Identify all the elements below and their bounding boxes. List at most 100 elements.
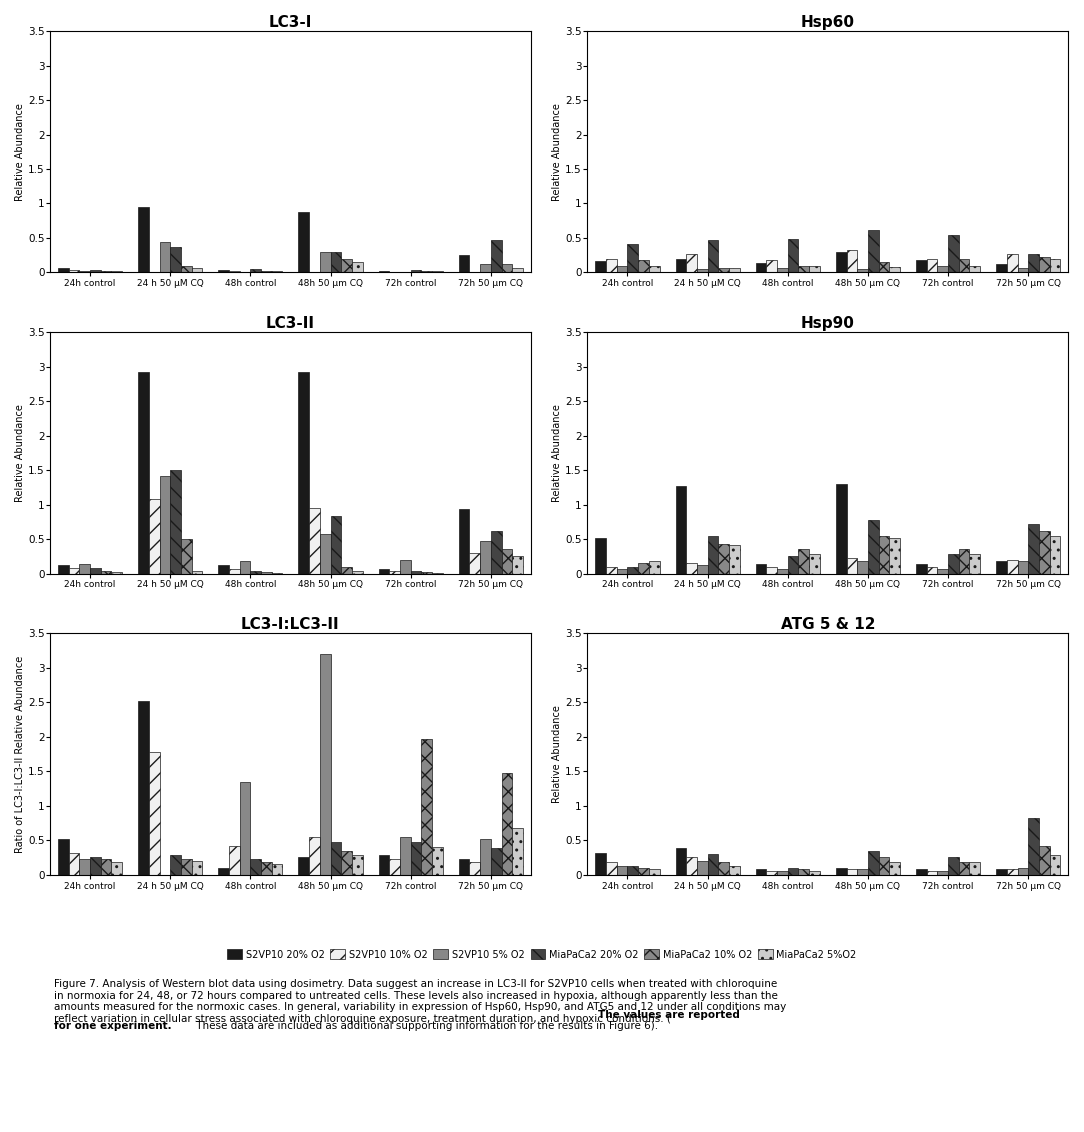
Bar bbox=[628, 245, 638, 273]
Bar bbox=[112, 572, 122, 574]
Bar bbox=[836, 868, 847, 875]
Bar bbox=[320, 654, 331, 875]
Bar bbox=[766, 260, 777, 273]
Bar bbox=[889, 538, 900, 574]
Bar bbox=[638, 868, 649, 875]
Bar bbox=[847, 250, 857, 273]
Bar bbox=[491, 531, 502, 574]
Bar bbox=[192, 572, 203, 574]
Bar bbox=[331, 251, 341, 273]
Bar bbox=[719, 543, 728, 574]
Bar bbox=[170, 856, 181, 875]
Bar bbox=[1007, 255, 1018, 273]
Bar bbox=[799, 266, 809, 273]
Bar bbox=[728, 267, 739, 273]
Text: for one experiment.: for one experiment. bbox=[54, 1021, 172, 1031]
Bar bbox=[938, 569, 948, 574]
Bar bbox=[1018, 561, 1029, 574]
Bar bbox=[799, 549, 809, 574]
Bar bbox=[469, 552, 480, 574]
Bar bbox=[298, 857, 309, 875]
Bar bbox=[809, 871, 820, 875]
Bar bbox=[57, 839, 68, 875]
Bar bbox=[958, 259, 969, 273]
Bar bbox=[1018, 267, 1029, 273]
Bar bbox=[389, 859, 400, 875]
Bar bbox=[948, 857, 958, 875]
Bar bbox=[638, 260, 649, 273]
Bar bbox=[352, 263, 362, 273]
Bar bbox=[261, 863, 272, 875]
Bar bbox=[809, 555, 820, 574]
Bar bbox=[969, 863, 980, 875]
Bar bbox=[836, 483, 847, 574]
Bar bbox=[513, 556, 522, 574]
Bar bbox=[272, 271, 283, 273]
Bar bbox=[649, 266, 659, 273]
Bar bbox=[159, 242, 170, 273]
Bar bbox=[969, 266, 980, 273]
Bar bbox=[411, 269, 422, 273]
Bar bbox=[628, 567, 638, 574]
Bar bbox=[138, 207, 149, 273]
Bar bbox=[112, 271, 122, 273]
Bar bbox=[697, 269, 708, 273]
Bar bbox=[170, 470, 181, 574]
Bar bbox=[502, 549, 513, 574]
Bar bbox=[502, 773, 513, 875]
Bar bbox=[433, 271, 442, 273]
Bar bbox=[675, 259, 686, 273]
Y-axis label: Relative Abundance: Relative Abundance bbox=[15, 103, 25, 200]
Bar bbox=[378, 271, 389, 273]
Bar bbox=[697, 860, 708, 875]
Bar bbox=[411, 571, 422, 574]
Bar bbox=[606, 258, 617, 273]
Bar bbox=[170, 247, 181, 273]
Bar bbox=[728, 866, 739, 875]
Bar bbox=[857, 869, 868, 875]
Title: LC3-I:LC3-II: LC3-I:LC3-II bbox=[241, 617, 339, 633]
Bar bbox=[728, 544, 739, 574]
Y-axis label: Relative Abundance: Relative Abundance bbox=[15, 404, 25, 501]
Bar bbox=[708, 854, 719, 875]
Bar bbox=[433, 847, 442, 875]
Bar bbox=[422, 572, 433, 574]
Bar bbox=[938, 266, 948, 273]
Title: LC3-I: LC3-I bbox=[269, 15, 312, 31]
Bar bbox=[1049, 856, 1060, 875]
Bar bbox=[788, 868, 799, 875]
Bar bbox=[341, 258, 352, 273]
Bar bbox=[101, 572, 112, 574]
Bar bbox=[719, 863, 728, 875]
Bar bbox=[1038, 846, 1049, 875]
Bar bbox=[595, 852, 606, 875]
Bar bbox=[857, 561, 868, 574]
Bar bbox=[879, 263, 889, 273]
Bar bbox=[261, 572, 272, 574]
Bar bbox=[229, 271, 240, 273]
Bar bbox=[1049, 259, 1060, 273]
Bar bbox=[309, 837, 320, 875]
Bar bbox=[799, 869, 809, 875]
Bar bbox=[686, 564, 697, 574]
Bar bbox=[250, 571, 261, 574]
Bar bbox=[927, 871, 938, 875]
Bar bbox=[1038, 257, 1049, 273]
Bar bbox=[79, 271, 90, 273]
Bar bbox=[958, 863, 969, 875]
Y-axis label: Relative Abundance: Relative Abundance bbox=[553, 705, 563, 803]
Bar bbox=[595, 538, 606, 574]
Bar bbox=[868, 520, 879, 574]
Title: Hsp90: Hsp90 bbox=[801, 316, 855, 332]
Bar bbox=[938, 871, 948, 875]
Bar bbox=[617, 866, 628, 875]
Bar bbox=[766, 871, 777, 875]
Bar bbox=[675, 486, 686, 574]
Bar bbox=[298, 372, 309, 574]
Legend: S2VP10 20% O2, S2VP10 10% O2, S2VP10 5% O2, MiaPaCa2 20% O2, MiaPaCa2 10% O2, Mi: S2VP10 20% O2, S2VP10 10% O2, S2VP10 5% … bbox=[228, 950, 856, 960]
Bar bbox=[149, 752, 159, 875]
Bar bbox=[218, 868, 229, 875]
Text: These data are included as additional supporting information for the results in : These data are included as additional su… bbox=[193, 1021, 658, 1031]
Bar bbox=[847, 869, 857, 875]
Bar bbox=[229, 846, 240, 875]
